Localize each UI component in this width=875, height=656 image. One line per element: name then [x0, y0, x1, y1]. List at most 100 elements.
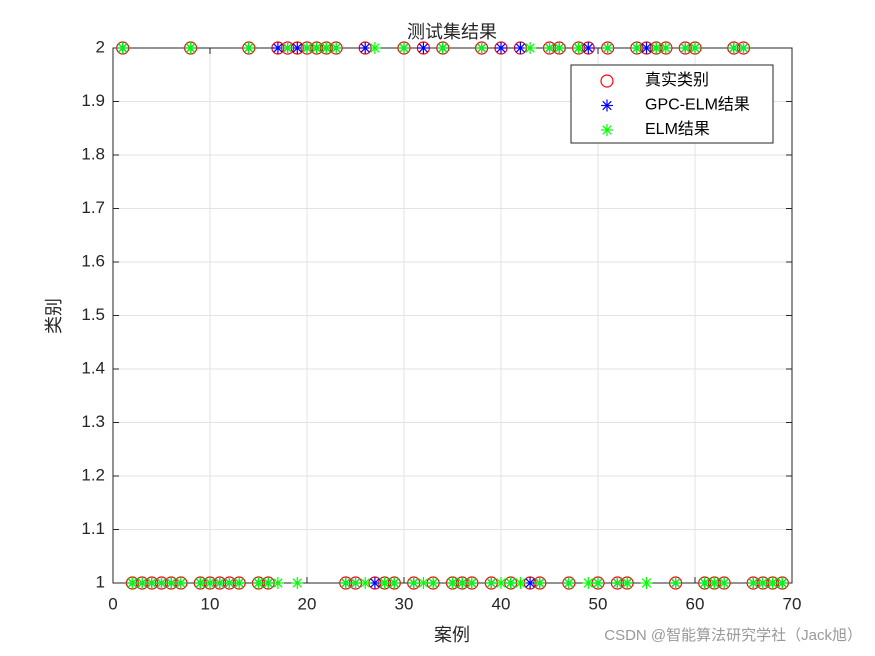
- asterisk-stroke: [554, 43, 564, 53]
- y-tick-label: 1.8: [81, 144, 105, 163]
- x-tick-label: 10: [201, 594, 220, 613]
- asterisk-stroke: [389, 578, 400, 588]
- y-tick-label: 1.1: [81, 519, 105, 538]
- asterisk-stroke: [758, 578, 768, 588]
- asterisk-stroke: [709, 578, 720, 588]
- asterisk-stroke: [147, 578, 157, 588]
- marker-asterisk: [601, 42, 614, 54]
- asterisk-stroke: [602, 43, 613, 53]
- asterisk-stroke: [244, 43, 254, 53]
- asterisk-stroke: [777, 578, 788, 588]
- asterisk-stroke: [738, 43, 749, 53]
- x-tick-label: 60: [686, 594, 705, 613]
- asterisk-stroke: [370, 578, 380, 588]
- x-tick-label: 0: [108, 594, 117, 613]
- asterisk-stroke: [214, 578, 225, 588]
- asterisk-stroke: [418, 43, 429, 53]
- asterisk-stroke: [515, 43, 526, 53]
- y-tick-label: 1.5: [81, 305, 105, 324]
- asterisk-stroke: [350, 578, 361, 588]
- asterisk-stroke: [573, 43, 584, 53]
- asterisk-stroke: [234, 578, 244, 588]
- asterisk-stroke: [641, 578, 652, 588]
- x-tick-label: 70: [783, 594, 802, 613]
- asterisk-stroke: [680, 43, 691, 53]
- asterisk-stroke: [205, 578, 215, 588]
- asterisk-stroke: [447, 578, 458, 588]
- legend-label: 真实类别: [645, 71, 709, 89]
- asterisk-stroke: [505, 578, 516, 588]
- y-tick-label: 1.2: [81, 465, 105, 484]
- asterisk-stroke: [670, 578, 681, 588]
- asterisk-stroke: [137, 578, 147, 588]
- marker-asterisk: [630, 42, 643, 54]
- asterisk-stroke: [127, 578, 138, 588]
- marker-asterisk: [359, 577, 372, 589]
- asterisk-stroke: [224, 578, 235, 588]
- marker-asterisk: [669, 577, 682, 589]
- marker-asterisk: [737, 42, 750, 54]
- marker-asterisk: [640, 42, 653, 54]
- asterisk-stroke: [185, 43, 196, 53]
- marker-asterisk: [475, 42, 488, 54]
- asterisk-stroke: [467, 578, 477, 588]
- y-tick-label: 1.7: [81, 198, 105, 217]
- marker-asterisk: [339, 577, 352, 589]
- marker-asterisk: [524, 42, 537, 54]
- asterisk-stroke: [311, 43, 322, 53]
- asterisk-stroke: [302, 43, 312, 53]
- marker-asterisk: [601, 124, 613, 136]
- y-axis-label: 类别: [44, 298, 64, 334]
- marker-asterisk: [514, 577, 527, 589]
- asterisk-stroke: [457, 578, 467, 588]
- asterisk-stroke: [253, 578, 264, 588]
- marker-asterisk: [271, 577, 284, 589]
- marker-asterisk: [562, 577, 575, 589]
- marker-asterisk: [679, 42, 692, 54]
- asterisk-stroke: [263, 578, 273, 588]
- asterisk-stroke: [156, 578, 167, 588]
- marker-asterisk: [465, 577, 478, 589]
- asterisk-stroke: [564, 578, 574, 588]
- asterisk-stroke: [438, 43, 448, 53]
- asterisk-stroke: [273, 578, 283, 588]
- asterisk-stroke: [486, 578, 497, 588]
- asterisk-stroke: [602, 125, 612, 135]
- asterisk-stroke: [593, 578, 603, 588]
- asterisk-stroke: [496, 43, 506, 53]
- y-tick-label: 1.6: [81, 251, 105, 270]
- asterisk-stroke: [418, 578, 429, 588]
- marker-asterisk: [533, 577, 546, 589]
- asterisk-stroke: [583, 43, 594, 53]
- marker-asterisk: [504, 577, 517, 589]
- asterisk-stroke: [195, 578, 206, 588]
- asterisk-stroke: [535, 578, 545, 588]
- asterisk-stroke: [748, 578, 758, 588]
- marker-asterisk: [388, 577, 401, 589]
- asterisk-stroke: [292, 43, 303, 53]
- marker-asterisk: [368, 42, 381, 54]
- legend-label: GPC-ELM结果: [645, 96, 750, 114]
- asterisk-stroke: [476, 43, 487, 53]
- marker-asterisk: [718, 577, 731, 589]
- asterisk-stroke: [496, 578, 506, 588]
- marker-asterisk: [553, 42, 566, 54]
- chart-title: 测试集结果: [407, 22, 497, 42]
- asterisk-stroke: [719, 578, 729, 588]
- marker-asterisk: [233, 577, 246, 589]
- asterisk-stroke: [360, 578, 370, 588]
- asterisk-stroke: [341, 578, 351, 588]
- asterisk-stroke: [622, 578, 632, 588]
- marker-asterisk: [330, 42, 343, 54]
- marker-asterisk: [592, 577, 604, 589]
- asterisk-stroke: [767, 578, 778, 588]
- marker-asterisk: [689, 42, 701, 54]
- asterisk-stroke: [379, 578, 390, 588]
- marker-asterisk: [427, 577, 440, 589]
- asterisk-stroke: [612, 578, 623, 588]
- y-tick-label: 1.3: [81, 412, 105, 431]
- marker-asterisk: [281, 42, 294, 54]
- asterisk-stroke: [282, 43, 293, 53]
- asterisk-stroke: [370, 43, 380, 53]
